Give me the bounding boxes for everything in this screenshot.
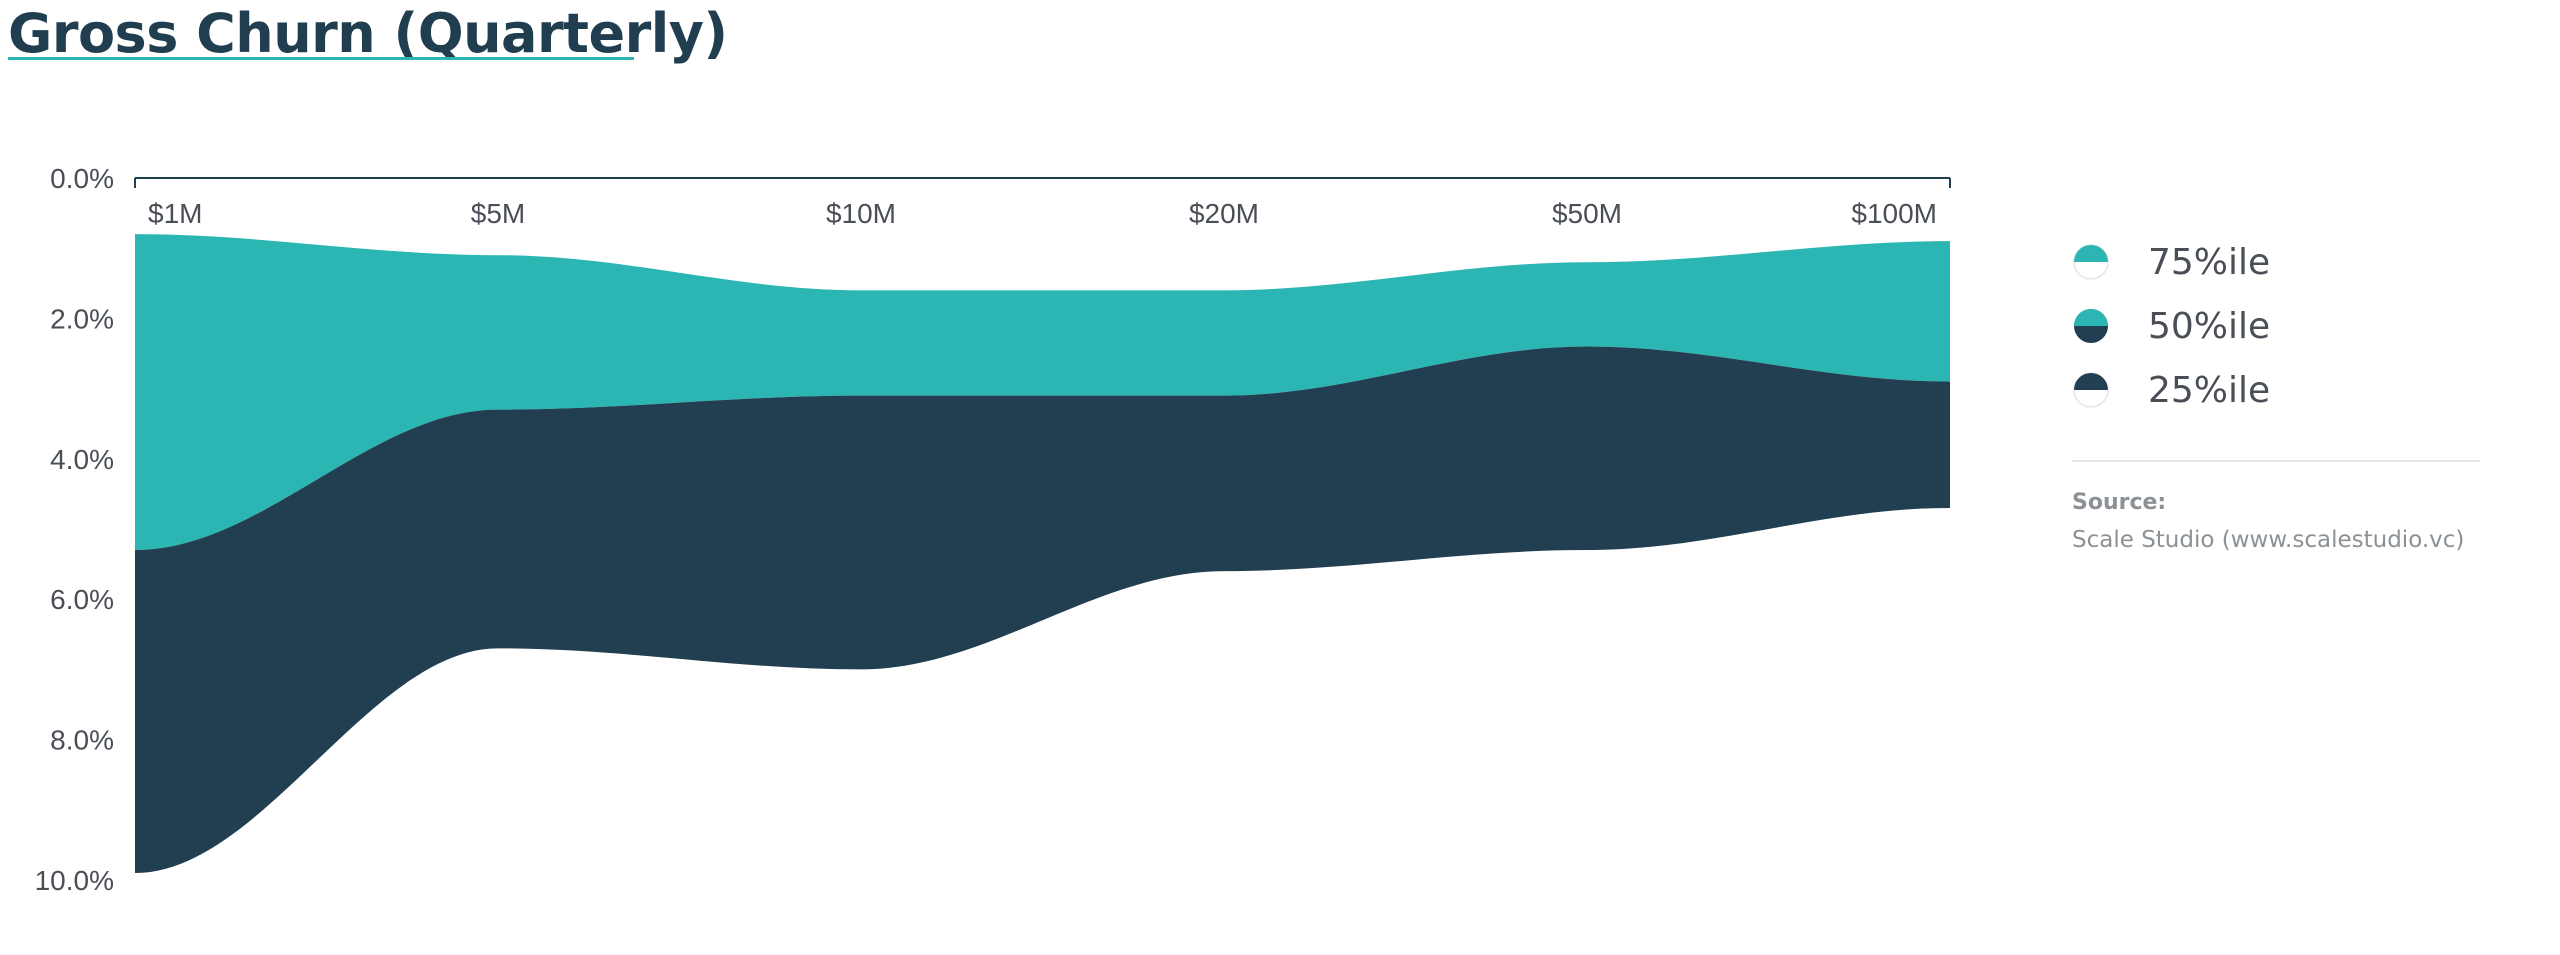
area-chart: $1M $5M $10M $20M $50M $100M 0.0% 2.0% 4.0% 6.0% 8… xyxy=(35,163,1951,896)
legend-item-25: 25%ile xyxy=(2072,358,2270,422)
y-tick-label: 10.0% xyxy=(35,865,114,896)
legend-label: 50%ile xyxy=(2148,305,2271,347)
x-tick-label: $50M xyxy=(1552,198,1622,229)
area-band-75-50 xyxy=(135,234,1950,551)
legend: 75%ile 50%ile 25%ile xyxy=(2072,230,2270,422)
x-tick-label: $5M xyxy=(471,198,525,229)
source-title: Source: xyxy=(2072,490,2167,515)
y-tick-label: 4.0% xyxy=(50,444,114,475)
x-tick-label: $10M xyxy=(826,198,896,229)
y-tick-label: 6.0% xyxy=(50,584,114,615)
x-tick-label: $20M xyxy=(1189,198,1259,229)
legend-label: 25%ile xyxy=(2148,369,2271,411)
legend-label: 75%ile xyxy=(2148,241,2271,283)
source-text: Scale Studio (www.scalestudio.vc) xyxy=(2072,527,2465,553)
legend-item-75: 75%ile xyxy=(2072,230,2270,294)
x-tick-label: $100M xyxy=(1851,198,1937,229)
y-tick-label: 0.0% xyxy=(50,163,114,194)
y-tick-label: 8.0% xyxy=(50,725,114,756)
half-circle-navy-top-icon xyxy=(2073,372,2109,408)
chart-title: Gross Churn (Quarterly) xyxy=(8,2,728,65)
legend-item-50: 50%ile xyxy=(2072,294,2270,358)
y-tick-label: 2.0% xyxy=(50,303,114,334)
area-band-50-25 xyxy=(135,346,1950,873)
half-circle-teal-navy-icon xyxy=(2074,309,2108,343)
title-underline xyxy=(8,57,634,60)
legend-divider xyxy=(2072,460,2480,462)
x-tick-label: $1M xyxy=(148,198,202,229)
half-circle-teal-top-icon xyxy=(2073,244,2109,280)
